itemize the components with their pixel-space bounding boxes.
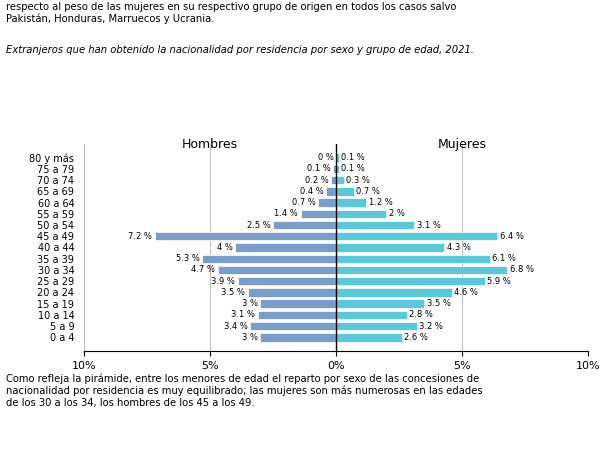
Text: 3.4 %: 3.4 % [224,322,248,331]
Text: 3.5 %: 3.5 % [427,299,451,308]
Text: 2.8 %: 2.8 % [409,310,433,320]
Text: Mujeres: Mujeres [437,138,487,151]
Bar [326,187,336,196]
Bar [336,232,497,240]
Bar [202,255,336,263]
Text: 5.9 %: 5.9 % [487,277,511,286]
Bar [336,310,407,319]
Text: 0.7 %: 0.7 % [356,187,380,196]
Text: 3 %: 3 % [242,333,258,342]
Text: 3.1 %: 3.1 % [232,310,256,320]
Bar [155,232,336,240]
Text: Como refleja la pirámide, entre los menores de edad el reparto por sexo de las c: Como refleja la pirámide, entre los meno… [6,374,482,408]
Text: 2.6 %: 2.6 % [404,333,428,342]
Bar [336,165,338,173]
Text: 6.1 %: 6.1 % [492,254,516,263]
Text: 3.2 %: 3.2 % [419,322,443,331]
Bar [331,176,336,184]
Bar [260,299,336,308]
Text: 7.2 %: 7.2 % [128,232,152,241]
Bar [238,277,336,285]
Text: 2.5 %: 2.5 % [247,220,271,230]
Text: 0.7 %: 0.7 % [292,198,316,207]
Text: 1.2 %: 1.2 % [369,198,392,207]
Bar [336,333,401,342]
Text: 0.1 %: 0.1 % [307,164,331,173]
Text: 5.3 %: 5.3 % [176,254,200,263]
Bar [250,322,336,330]
Bar [336,255,490,263]
Bar [336,187,353,196]
Bar [336,277,485,285]
Text: Hombres: Hombres [182,138,238,151]
Bar [336,322,416,330]
Bar [336,198,366,207]
Bar [336,266,508,274]
Bar [336,176,344,184]
Bar [336,210,386,218]
Text: 3.5 %: 3.5 % [221,288,245,297]
Bar [248,288,336,297]
Text: 4.3 %: 4.3 % [447,243,471,252]
Text: 0 %: 0 % [317,153,334,162]
Text: 3.9 %: 3.9 % [211,277,235,286]
Text: 1.4 %: 1.4 % [274,209,298,218]
Bar [260,333,336,342]
Bar [258,310,336,319]
Bar [336,288,452,297]
Text: 0.2 %: 0.2 % [305,176,328,184]
Text: 4 %: 4 % [217,243,233,252]
Text: 2 %: 2 % [389,209,405,218]
Text: 6.8 %: 6.8 % [510,266,534,274]
Bar [301,210,336,218]
Text: 4.7 %: 4.7 % [191,266,215,274]
Text: 6.4 %: 6.4 % [500,232,524,241]
Text: 0.3 %: 0.3 % [346,176,370,184]
Text: 3.1 %: 3.1 % [416,220,440,230]
Bar [336,243,445,252]
Text: 3 %: 3 % [242,299,258,308]
Bar [218,266,336,274]
Bar [334,165,336,173]
Text: Extranjeros que han obtenido la nacionalidad por residencia por sexo y grupo de : Extranjeros que han obtenido la nacional… [6,45,474,55]
Text: 0.1 %: 0.1 % [341,164,365,173]
Text: respecto al peso de las mujeres en su respectivo grupo de origen en todos los ca: respecto al peso de las mujeres en su re… [6,2,457,24]
Bar [319,198,336,207]
Text: 0.4 %: 0.4 % [299,187,323,196]
Bar [273,221,336,229]
Text: 0.1 %: 0.1 % [341,153,365,162]
Text: 4.6 %: 4.6 % [454,288,478,297]
Bar [336,153,338,162]
Bar [336,221,414,229]
Bar [235,243,336,252]
Bar [336,299,424,308]
